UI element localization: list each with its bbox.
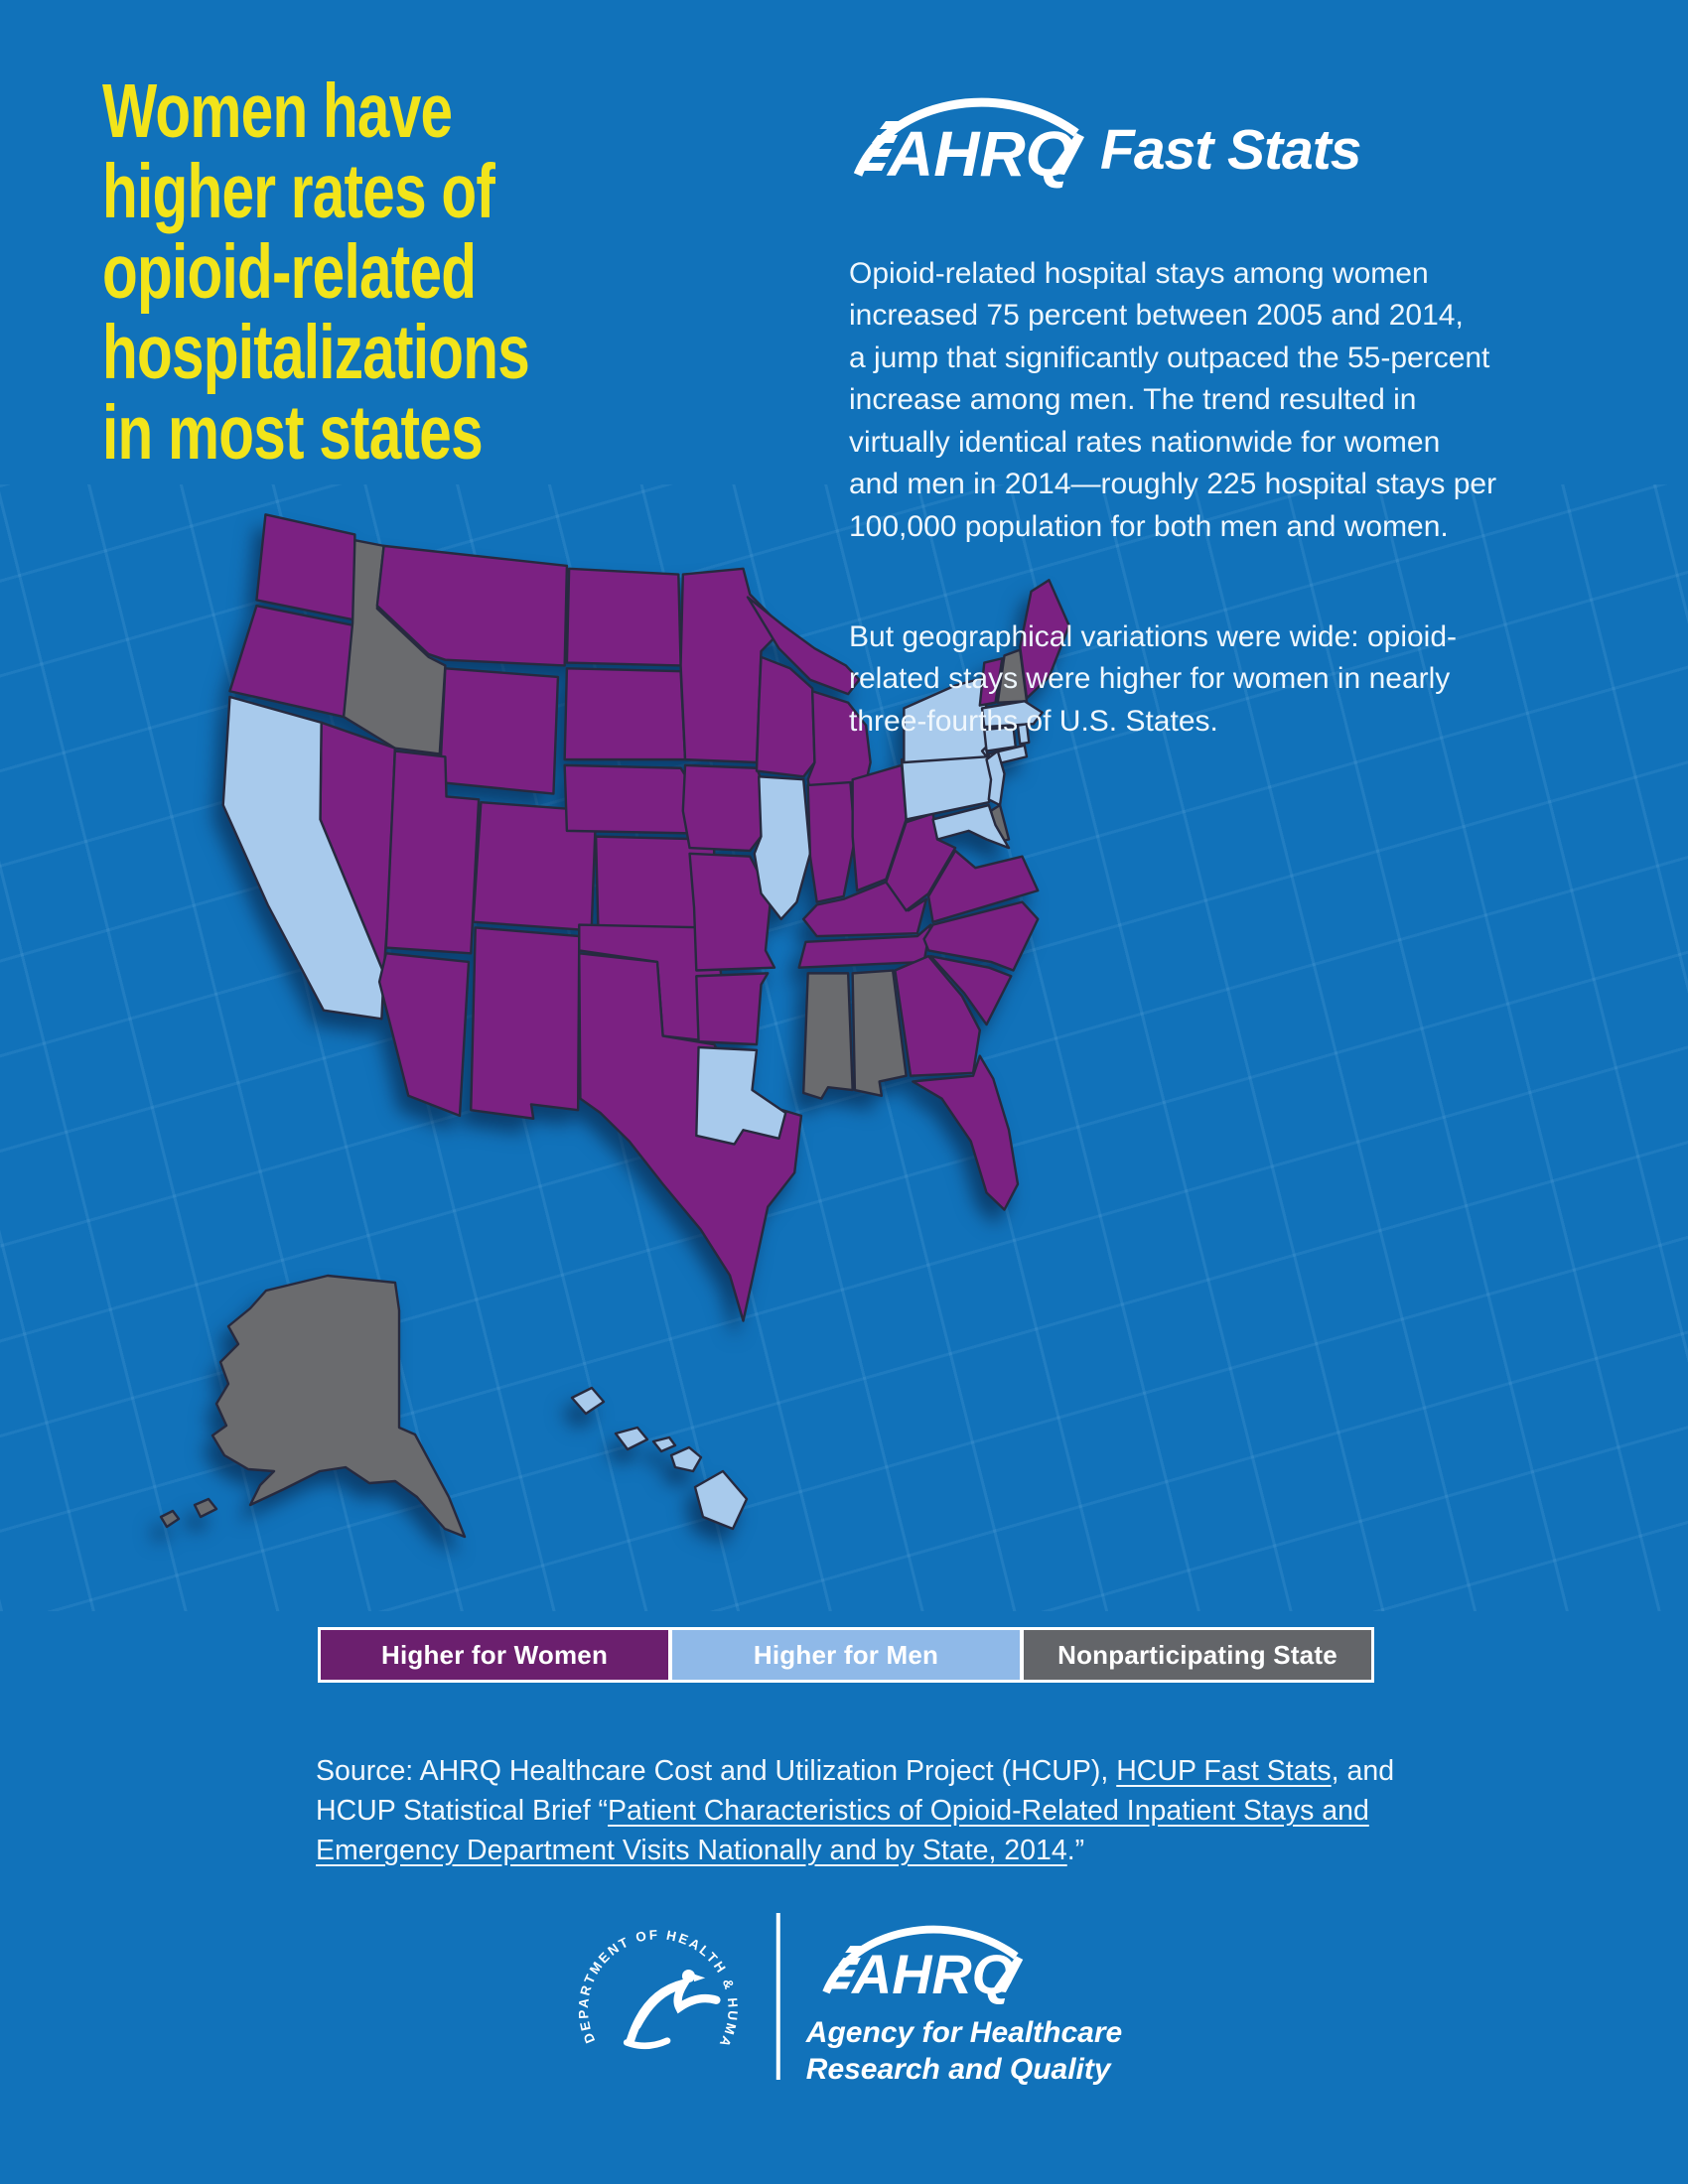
hhs-eagle-icon [623,1970,721,2050]
intro-paragraph-2: But geographical variations were wide: o… [849,619,1458,738]
footer-brand-text: AHRQ [850,1943,1015,2004]
source-link[interactable]: Patient Characteristics of Opioid-Relate… [316,1795,1369,1866]
source-text: .” [1066,1835,1085,1866]
legend-item-nonparticipating: Nonparticipating State [1024,1630,1371,1680]
svg-text:DEPARTMENT OF HEALTH & HUMAN S: DEPARTMENT OF HEALTH & HUMAN SERVICES • … [566,1904,741,2051]
legend-item-women: Higher for Women [321,1630,668,1680]
source-text: , and HCUP Statistical Brief “ [316,1755,1395,1827]
page-title: Women have higher rates of opioid-relate… [102,68,530,476]
seal-text: DEPARTMENT OF HEALTH & HUMAN SERVICES • … [566,1904,739,2051]
logo-swoosh-tail [1049,133,1084,175]
footer-divider [775,1913,780,2080]
logo-swoosh-arc [853,97,1079,177]
ahrq-footer-logo: AHRQ [822,1925,1024,2004]
source-text: Source: AHRQ Healthcare Cost and Utiliza… [316,1755,1117,1787]
footer-org-name: Agency for Healthcare Research and Quali… [805,2015,1123,2086]
source-link[interactable]: HCUP Fast Stats [1116,1755,1332,1787]
source-citation: Source: AHRQ Healthcare Cost and Utiliza… [316,1751,1403,1870]
hhs-seal: DEPARTMENT OF HEALTH & HUMAN SERVICES • … [566,1904,741,2051]
legend-item-men: Higher for Men [672,1630,1020,1680]
map-legend: Higher for Women Higher for Men Nonpartici… [318,1627,1374,1683]
footer: DEPARTMENT OF HEALTH & HUMAN SERVICES • … [566,1904,1122,2089]
ahrq-logo: AHRQ [853,97,1084,190]
footer-brand-block: AHRQ Agency for Healthcare Research and … [806,1906,1122,2088]
intro-text: Opioid-related hospital stays among wome… [849,210,1544,785]
logo-brand-text: AHRQ [886,118,1074,190]
product-name: Fast Stats [1100,118,1361,182]
intro-paragraph-1: Opioid-related hospital stays among wome… [849,256,1497,543]
